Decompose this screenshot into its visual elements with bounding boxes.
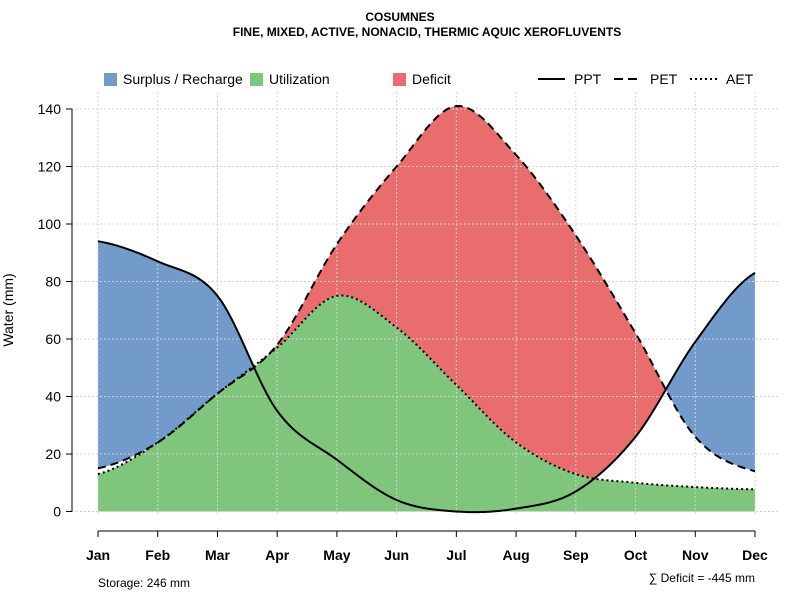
x-tick-label-nov: Nov [682,547,709,563]
y-tick-label: 80 [45,274,61,290]
legend-swatch [393,73,406,86]
y-tick-label: 120 [38,159,62,175]
deficit-note: ∑ Deficit = -445 mm [649,571,755,585]
chart-subtitle: FINE, MIXED, ACTIVE, NONACID, THERMIC AQ… [233,25,621,39]
legend-label: AET [726,71,754,87]
areas-layer [98,106,755,512]
x-tick-label-feb: Feb [145,547,170,563]
grid-layer [72,92,780,516]
x-tick-label-sep: Sep [563,547,589,563]
x-tick-label-aug: Aug [502,547,529,563]
x-tick-label-apr: Apr [265,547,290,563]
x-tick-label-oct: Oct [624,547,648,563]
y-axis-label: Water (mm) [0,273,16,346]
x-tick-label-jan: Jan [86,547,110,563]
x-tick-label-dec: Dec [742,547,768,563]
y-tick-label: 20 [45,446,61,462]
legend-label: Utilization [269,71,330,87]
y-tick-label: 0 [53,504,61,520]
legend-label: PPT [574,71,602,87]
legend-label: PET [650,71,678,87]
legend-label: Deficit [412,71,451,87]
pet-line [97,105,756,473]
utilization-area [98,295,755,512]
deficit-area [98,106,755,479]
ppt-line [97,240,756,514]
legend-label: Surplus / Recharge [123,71,243,87]
y-tick-label: 140 [38,101,62,117]
chart-title: COSUMNES [365,10,434,24]
y-tick-label: 40 [45,389,61,405]
storage-note: Storage: 246 mm [98,576,190,590]
surplus-recharge-area [98,106,755,472]
x-tick-label-mar: Mar [205,547,230,563]
aet-line [97,294,756,491]
legend: Surplus / Recharge Utilization Deficit PPT P… [104,71,754,87]
y-tick-label: 100 [38,216,62,232]
x-tick-label-may: May [323,547,350,563]
legend-swatch [104,73,117,86]
legend-swatch [250,73,263,86]
x-tick-label-jul: Jul [446,547,466,563]
axes-layer: 0 20 40 60 80 100 120 140 Jan Feb Mar Apr May Jun Jul A… [38,101,768,563]
lines-layer [97,105,756,514]
x-tick-label-jun: Jun [384,547,409,563]
y-tick-label: 60 [45,331,61,347]
